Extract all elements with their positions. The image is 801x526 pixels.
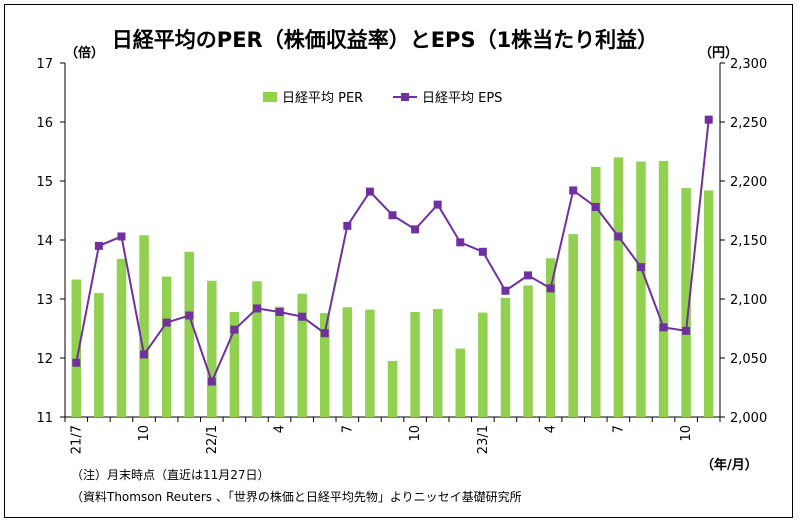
x-axis-tick-label: 7 xyxy=(340,425,355,433)
x-axis-tick-label: 10 xyxy=(137,425,152,442)
per-bar xyxy=(184,251,194,417)
eps-marker xyxy=(636,263,645,272)
legend-per-swatch xyxy=(263,92,277,102)
chart-title: 日経平均のPER（株価収益率）とEPS（1株当たり利益） xyxy=(112,28,658,52)
eps-marker xyxy=(546,284,555,293)
per-bar xyxy=(319,313,330,417)
per-bar xyxy=(274,306,285,417)
eps-marker xyxy=(704,115,713,124)
footnote-source: （資料Thomson Reuters 、「世界の株価と日経平均先物」よりニッセイ… xyxy=(71,489,522,504)
eps-marker xyxy=(94,241,103,250)
left-axis-unit: （倍） xyxy=(65,45,104,61)
eps-marker xyxy=(388,211,397,220)
x-axis-tick-label: 23/1 xyxy=(476,425,491,454)
left-axis-tick-label: 13 xyxy=(36,293,53,308)
per-bar xyxy=(681,188,691,417)
per-eps-chart: 日経平均のPER（株価収益率）とEPS（1株当たり利益） （倍） （円） （年/… xyxy=(36,28,767,504)
right-axis-tick-label: 2,150 xyxy=(730,234,767,249)
per-bar xyxy=(455,348,466,417)
right-axis-tick-label: 2,250 xyxy=(730,116,767,131)
eps-marker xyxy=(343,221,352,230)
eps-marker xyxy=(411,225,420,234)
legend-per-label: 日経平均 PER xyxy=(282,91,363,106)
right-axis-tick-label: 2,300 xyxy=(730,57,767,72)
per-bar xyxy=(365,309,375,417)
x-axis-tick-label: 10 xyxy=(679,425,694,442)
eps-marker xyxy=(456,238,465,247)
eps-marker xyxy=(569,186,578,195)
eps-marker xyxy=(207,377,216,386)
eps-marker xyxy=(591,202,600,211)
per-bar xyxy=(591,166,601,417)
per-bar xyxy=(161,276,172,417)
right-axis-tick-label: 2,000 xyxy=(730,411,767,426)
per-bar xyxy=(71,279,82,417)
per-bar xyxy=(252,281,262,417)
left-axis-tick-label: 15 xyxy=(36,175,53,190)
per-bar xyxy=(387,360,398,417)
per-bar xyxy=(658,160,669,417)
left-axis-tick-label: 12 xyxy=(36,352,53,367)
per-bar xyxy=(342,307,353,417)
left-axis-tick-label: 16 xyxy=(36,116,53,131)
x-axis-tick-label: 7 xyxy=(611,425,626,433)
eps-marker xyxy=(140,350,149,359)
eps-marker xyxy=(659,323,668,332)
left-axis-tick-label: 17 xyxy=(36,57,53,72)
plot-area: 11 12 13 14 15 16 17 2,000 2,050 2,100 2,150 2,200 2… xyxy=(36,57,767,454)
per-bar xyxy=(703,190,714,417)
eps-marker xyxy=(275,307,284,316)
per-bar xyxy=(478,312,488,417)
eps-marker xyxy=(162,318,171,327)
x-axis-tick-label: 21/7 xyxy=(69,425,84,454)
per-bar xyxy=(410,311,420,417)
eps-marker xyxy=(72,358,81,367)
per-bar xyxy=(523,285,533,417)
x-axis-tick-label: 4 xyxy=(273,425,288,433)
per-bar xyxy=(229,311,240,417)
per-bar xyxy=(613,157,624,417)
per-bar xyxy=(116,258,127,417)
per-bar xyxy=(139,235,149,417)
per-bar xyxy=(545,258,556,417)
left-axis-tick-label: 14 xyxy=(36,234,53,249)
eps-marker xyxy=(524,271,533,280)
per-bar xyxy=(500,297,511,417)
footnote-date: （注）月末時点（直近は11月27日） xyxy=(71,467,270,482)
right-axis-unit: （円） xyxy=(699,45,738,61)
chart-frame: 日経平均のPER（株価収益率）とEPS（1株当たり利益） （倍） （円） （年/… xyxy=(4,4,793,518)
per-bar xyxy=(207,280,217,417)
eps-marker xyxy=(252,304,261,313)
right-axis-tick-label: 2,100 xyxy=(730,293,767,308)
per-bar xyxy=(568,234,578,417)
eps-marker xyxy=(230,325,239,334)
eps-marker xyxy=(433,200,442,209)
eps-marker xyxy=(185,311,194,320)
eps-marker xyxy=(501,286,510,295)
right-axis-tick-label: 2,200 xyxy=(730,175,767,190)
per-bar xyxy=(297,293,307,417)
per-bar xyxy=(432,309,443,417)
x-axis-tick-label: 22/1 xyxy=(205,425,220,454)
eps-marker xyxy=(320,329,329,338)
per-bar xyxy=(636,161,646,417)
per-bar xyxy=(94,293,104,417)
eps-marker xyxy=(478,247,487,256)
legend-eps-label: 日経平均 EPS xyxy=(422,91,502,106)
eps-marker xyxy=(117,232,126,241)
left-axis-tick-label: 11 xyxy=(36,411,53,426)
eps-marker xyxy=(614,232,623,241)
eps-marker xyxy=(365,187,374,196)
eps-marker xyxy=(298,312,307,321)
right-axis-tick-label: 2,050 xyxy=(730,352,767,367)
eps-marker xyxy=(682,326,691,335)
x-axis-tick-label: 4 xyxy=(544,425,559,433)
x-axis-unit: （年/月） xyxy=(701,457,758,473)
legend-eps-marker xyxy=(401,93,409,101)
x-axis-tick-label: 10 xyxy=(408,425,423,442)
